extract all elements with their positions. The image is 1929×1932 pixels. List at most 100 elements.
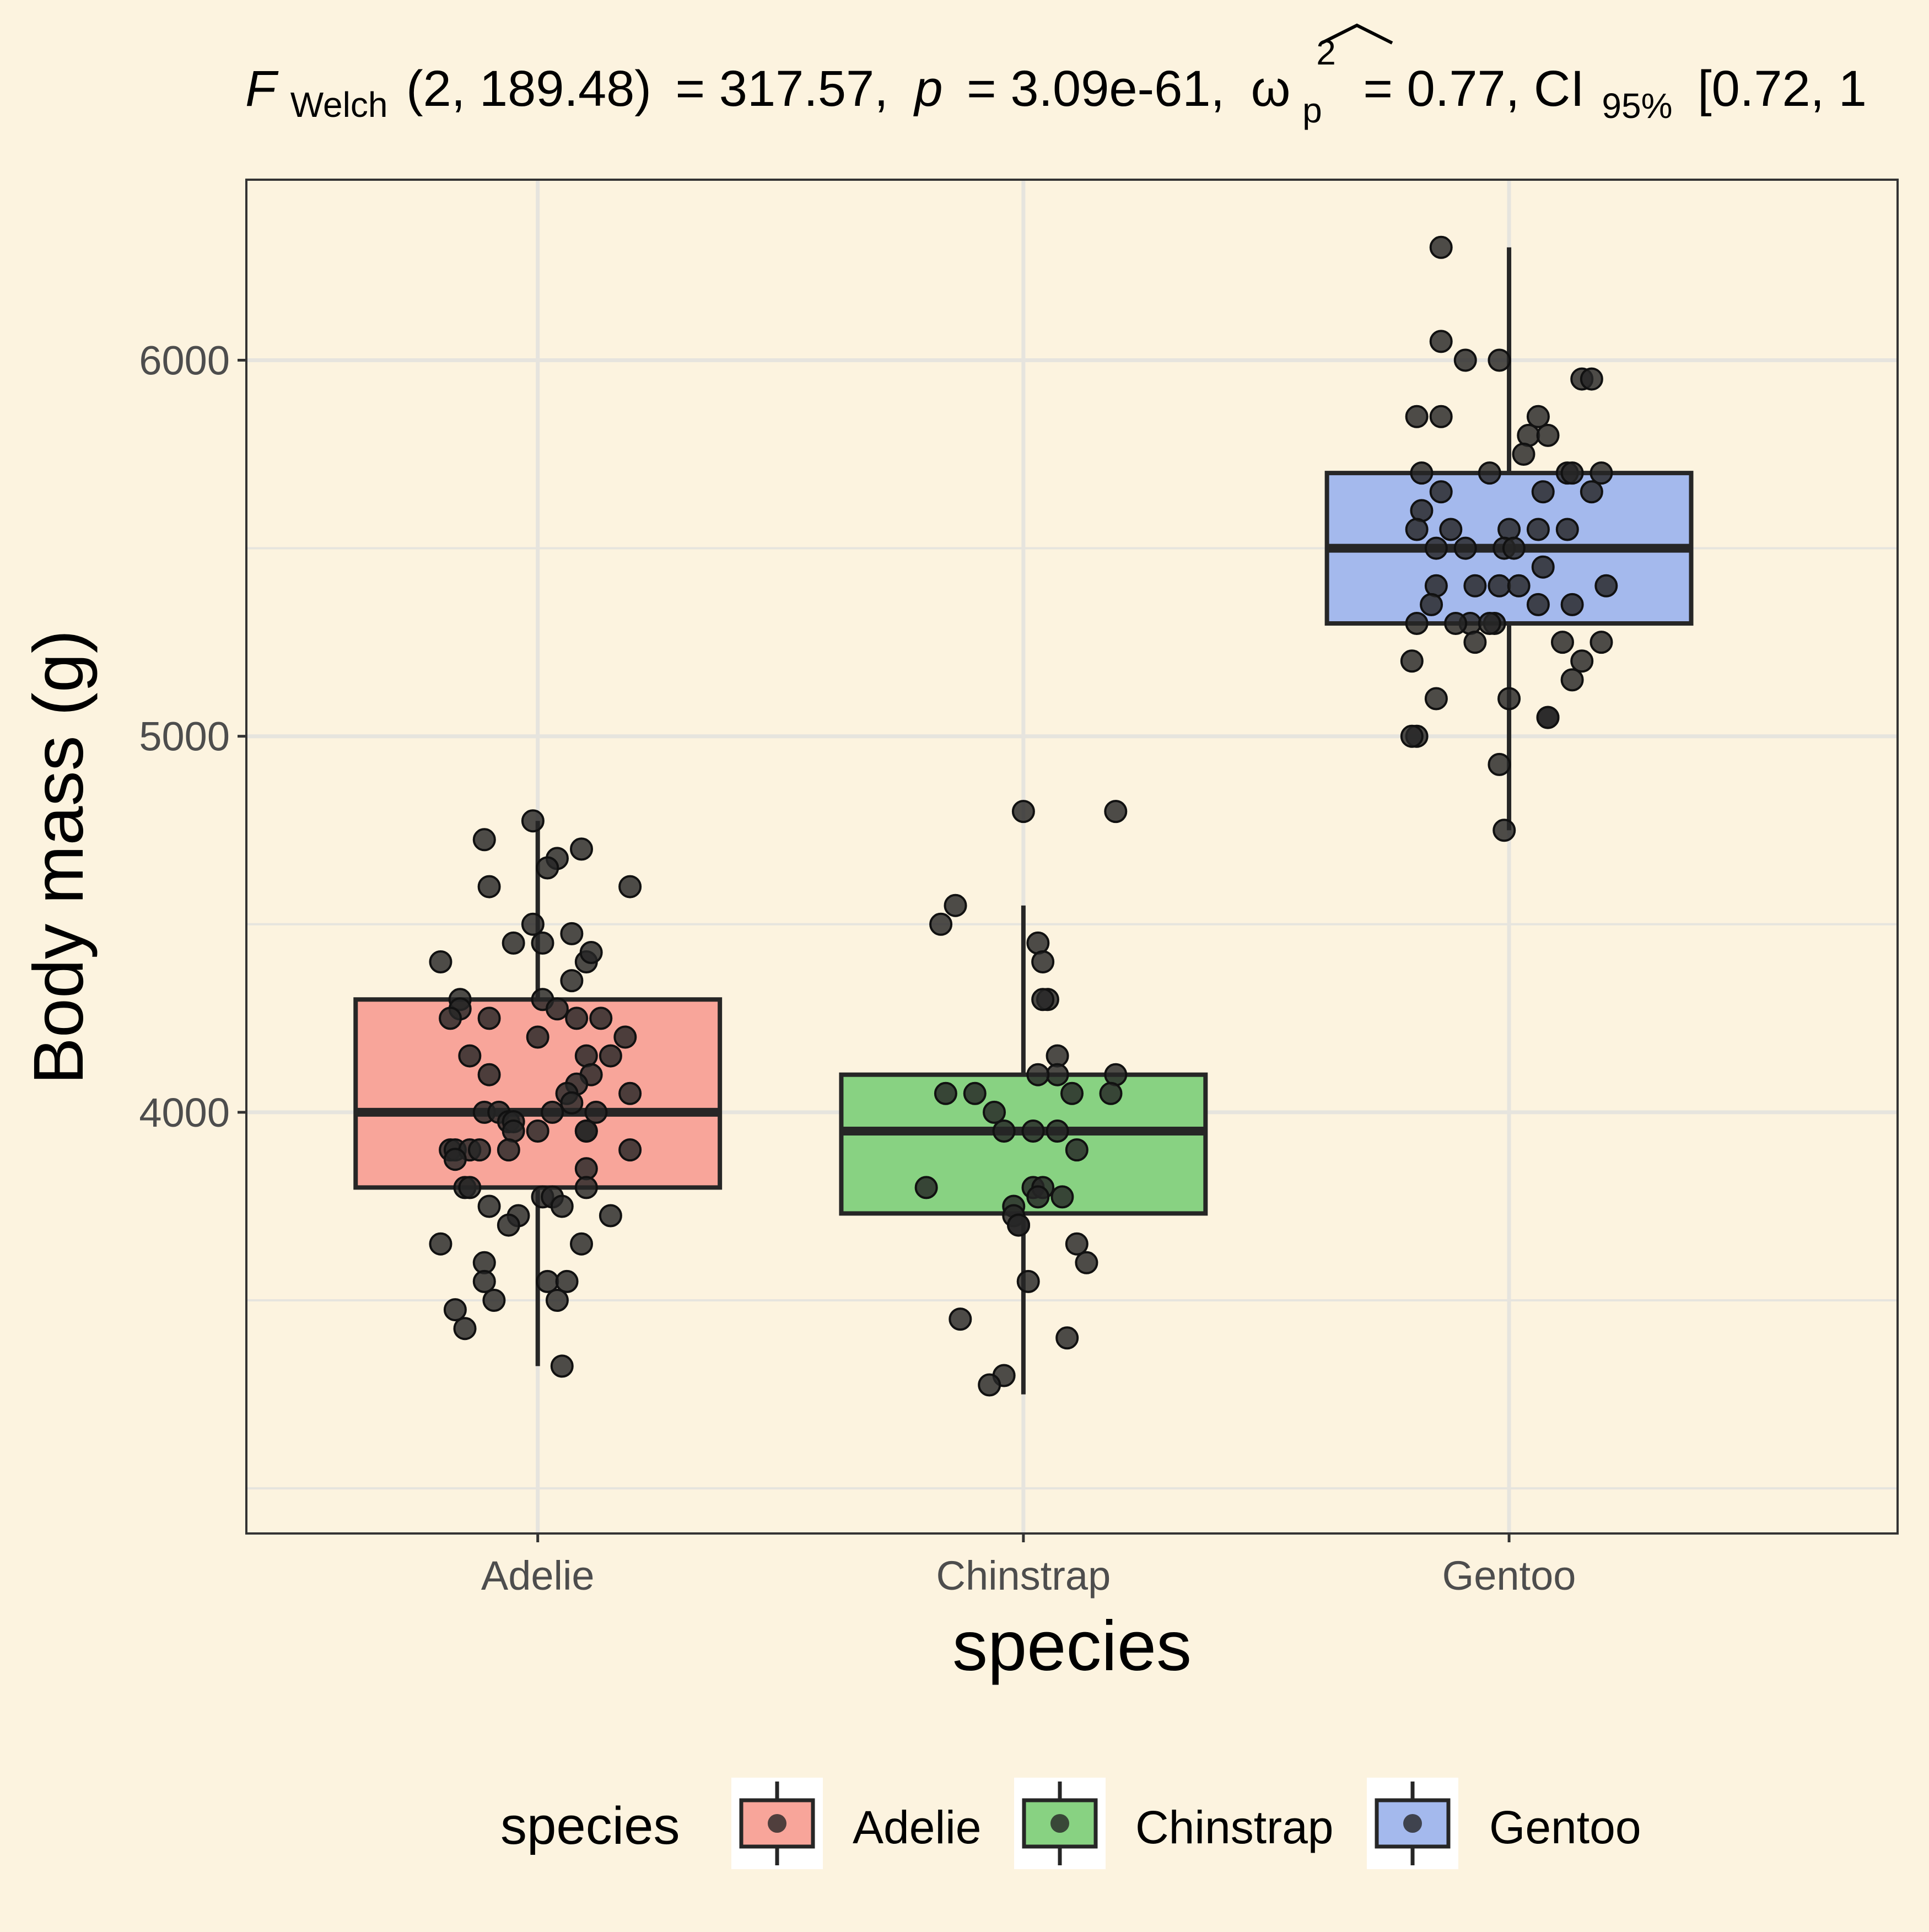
legend-label-chinstrap: Chinstrap	[1135, 1801, 1334, 1853]
data-point-adelie	[443, 1298, 467, 1322]
data-point-gentoo	[1463, 631, 1487, 654]
data-point-gentoo	[1570, 649, 1594, 673]
x-tick-label: Adelie	[481, 1553, 595, 1599]
data-point-gentoo	[1424, 687, 1448, 711]
data-point-adelie	[453, 1317, 477, 1341]
data-point-adelie	[443, 1148, 467, 1171]
data-point-gentoo	[1531, 480, 1555, 504]
data-point-adelie	[497, 1138, 520, 1162]
data-point-chinstrap	[1026, 1185, 1050, 1209]
data-point-adelie	[429, 1232, 452, 1256]
data-point-chinstrap	[934, 1081, 957, 1105]
data-point-adelie	[599, 1044, 622, 1068]
legend-label-gentoo: Gentoo	[1489, 1801, 1641, 1853]
data-point-chinstrap	[944, 894, 967, 917]
data-point-gentoo	[1560, 461, 1584, 485]
data-point-chinstrap	[949, 1307, 972, 1331]
data-point-adelie	[526, 1120, 549, 1143]
axis-ticks: 4000 5000 6000 Adelie Chinstrap Gentoo	[139, 337, 1576, 1599]
points-layer	[429, 235, 1618, 1397]
data-point-gentoo	[1429, 480, 1453, 504]
data-point-chinstrap	[1026, 931, 1050, 955]
data-point-gentoo	[1594, 574, 1618, 598]
legend-title: species	[500, 1796, 680, 1855]
data-point-adelie	[536, 856, 559, 880]
data-point-adelie	[477, 1194, 501, 1218]
data-point-gentoo	[1453, 536, 1477, 560]
subtitle-p-symbol: p	[913, 61, 942, 117]
legend-key-point-gentoo	[1403, 1814, 1422, 1833]
data-point-gentoo	[1424, 574, 1448, 598]
data-point-gentoo	[1580, 367, 1603, 391]
y-tick-label: 4000	[139, 1090, 230, 1135]
data-point-gentoo	[1560, 668, 1584, 692]
data-point-chinstrap	[1031, 950, 1055, 974]
legend-label-adelie: Adelie	[853, 1801, 982, 1853]
data-point-gentoo	[1560, 593, 1584, 616]
data-point-chinstrap	[1055, 1326, 1079, 1350]
data-point-adelie	[560, 969, 584, 993]
data-point-gentoo	[1463, 574, 1487, 598]
data-point-chinstrap	[1104, 1063, 1128, 1086]
subtitle-stat-name: F	[245, 61, 279, 117]
subtitle-ci-sub: 95%	[1602, 86, 1672, 126]
subtitle-df: (2, 189.48)	[406, 61, 651, 117]
data-point-adelie	[545, 1289, 569, 1312]
data-point-gentoo	[1497, 518, 1521, 541]
data-point-adelie	[467, 1138, 491, 1162]
data-point-gentoo	[1453, 348, 1477, 372]
data-point-gentoo	[1410, 461, 1434, 485]
data-point-gentoo	[1488, 752, 1511, 776]
data-point-gentoo	[1531, 555, 1555, 579]
data-point-gentoo	[1512, 443, 1535, 466]
data-point-chinstrap	[1065, 1138, 1089, 1162]
data-point-gentoo	[1536, 706, 1560, 729]
panel-border	[245, 179, 1899, 1535]
data-point-chinstrap	[1065, 1232, 1089, 1256]
data-point-adelie	[541, 1100, 564, 1124]
data-point-adelie	[521, 809, 545, 833]
data-point-adelie	[613, 1025, 637, 1049]
data-point-gentoo	[1400, 649, 1424, 673]
data-point-adelie	[570, 837, 594, 861]
chart-subtitle: F Welch (2, 189.48) = 317.57, p = 3.09e-…	[245, 19, 1867, 133]
data-point-chinstrap	[1026, 1063, 1050, 1086]
data-point-chinstrap	[1016, 1269, 1040, 1293]
data-point-adelie	[531, 931, 554, 955]
data-point-gentoo	[1478, 612, 1501, 636]
data-point-gentoo	[1536, 423, 1560, 447]
data-point-chinstrap	[1104, 800, 1128, 824]
data-point-adelie	[472, 828, 496, 852]
x-tick-label: Chinstrap	[936, 1553, 1111, 1599]
data-point-gentoo	[1429, 405, 1453, 428]
data-point-adelie	[584, 1100, 608, 1124]
data-point-gentoo	[1555, 518, 1579, 541]
data-point-gentoo	[1405, 612, 1429, 636]
data-point-adelie	[618, 875, 642, 898]
data-point-gentoo	[1497, 687, 1521, 711]
data-point-gentoo	[1589, 631, 1613, 654]
data-point-gentoo	[1410, 499, 1434, 523]
data-point-chinstrap	[1099, 1081, 1123, 1105]
data-point-gentoo	[1439, 518, 1463, 541]
data-point-adelie	[574, 1176, 598, 1199]
data-point-gentoo	[1488, 574, 1511, 598]
data-point-gentoo	[1502, 536, 1526, 560]
data-point-chinstrap	[1021, 1120, 1045, 1143]
data-point-chinstrap	[914, 1176, 938, 1199]
subtitle-effect-sub: p	[1302, 90, 1322, 130]
data-point-adelie	[555, 1269, 579, 1293]
data-point-gentoo	[1580, 480, 1603, 504]
y-tick-label: 6000	[139, 337, 230, 383]
data-point-adelie	[565, 1007, 589, 1030]
data-point-adelie	[570, 1232, 594, 1256]
data-point-chinstrap	[992, 1120, 1016, 1143]
data-point-adelie	[482, 1289, 506, 1312]
data-point-adelie	[429, 950, 452, 974]
data-point-adelie	[550, 1194, 574, 1218]
data-point-adelie	[472, 1269, 496, 1293]
data-point-adelie	[521, 912, 545, 936]
